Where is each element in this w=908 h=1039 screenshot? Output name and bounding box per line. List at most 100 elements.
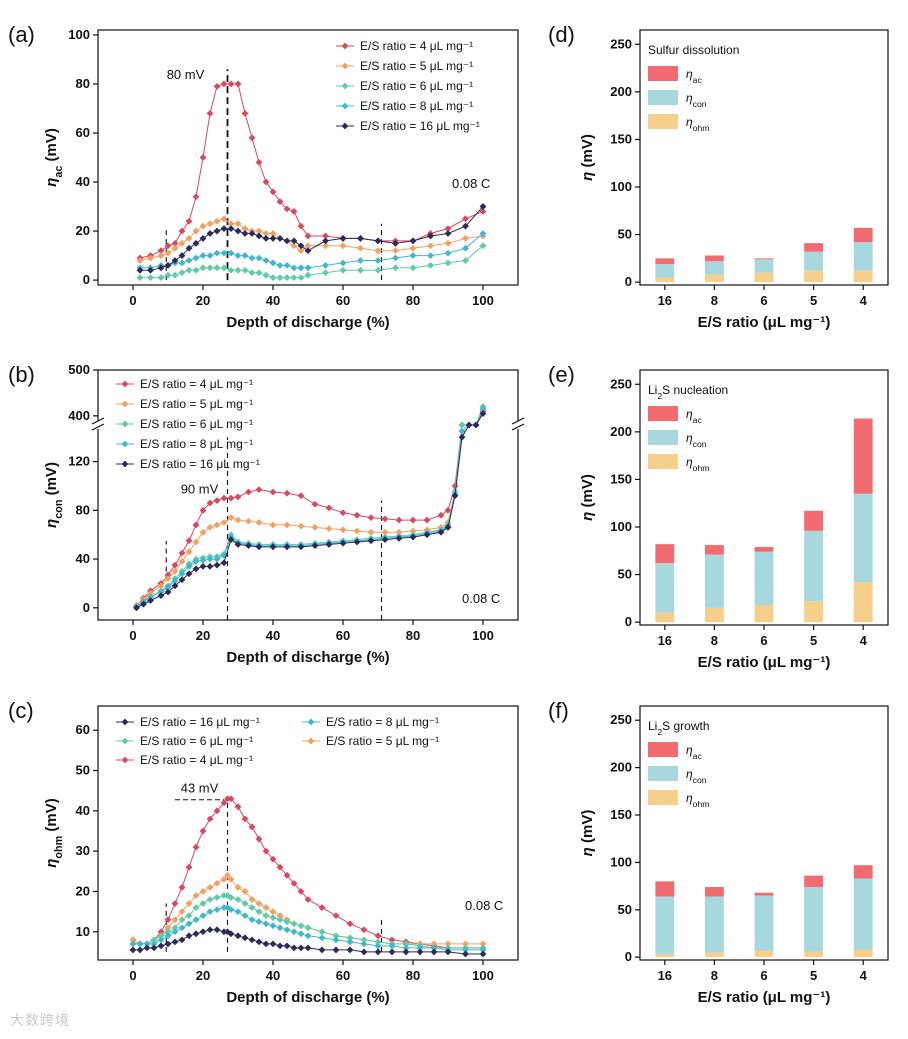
data-point xyxy=(206,252,214,259)
x-tick-label: 40 xyxy=(266,968,280,983)
data-point xyxy=(248,916,256,924)
data-point xyxy=(283,871,291,879)
data-point xyxy=(178,558,186,565)
bar-con xyxy=(804,887,824,952)
data-point xyxy=(213,906,221,914)
panel-e: 0 50 100 150 200 250 16 8 6 5 4 E/S ratio (μL mg⁻¹)… xyxy=(548,362,889,671)
legend-item: ηac xyxy=(648,406,702,425)
x-tick-label: 0 xyxy=(129,968,136,983)
data-point xyxy=(234,80,242,88)
data-point xyxy=(283,918,291,926)
data-point xyxy=(374,247,382,255)
data-point xyxy=(322,232,329,240)
x-tick-label: 100 xyxy=(472,968,494,983)
data-point xyxy=(276,924,284,932)
data-point xyxy=(171,561,179,569)
legend-item: E/S ratio = 6 μL mg⁻¹ xyxy=(116,417,253,431)
data-point xyxy=(227,906,235,914)
x-tick-label: 60 xyxy=(336,628,350,643)
y-tick-label: 250 xyxy=(610,376,632,391)
legend-label-part: con xyxy=(693,775,707,785)
data-point xyxy=(262,940,270,948)
legend-label-part: ac xyxy=(693,751,703,761)
bar-con xyxy=(704,554,724,608)
data-point xyxy=(325,504,333,512)
legend-swatch xyxy=(648,766,678,781)
bar-ac xyxy=(704,255,724,262)
data-point xyxy=(213,894,221,901)
bar-con xyxy=(754,551,774,606)
x-tick-label: 80 xyxy=(406,628,420,643)
y-axis-label-part: ohm xyxy=(53,836,65,859)
panel-c: 0 20 40 60 80 100 10 20 30 40 50 60 Depth of dischar… xyxy=(8,698,519,1006)
legend-swatch-marker xyxy=(121,400,129,408)
data-point xyxy=(276,912,284,920)
x-tick-label: 6 xyxy=(760,633,767,648)
data-point xyxy=(297,922,305,930)
bar-con xyxy=(655,563,675,613)
data-point xyxy=(227,930,235,938)
legend-swatch xyxy=(648,430,678,445)
y-tick-label: 40 xyxy=(76,174,90,189)
data-point xyxy=(241,225,249,233)
panel-f: 0 50 100 150 200 250 16 8 6 5 4 E/S ratio (μL mg⁻¹)… xyxy=(548,698,889,1006)
data-point xyxy=(234,227,242,235)
series-line xyxy=(133,895,483,949)
data-point xyxy=(140,600,147,608)
x-tick-label: 100 xyxy=(472,293,494,308)
bar-ohm xyxy=(655,612,675,623)
data-point xyxy=(318,928,326,936)
data-point xyxy=(339,259,347,267)
data-point xyxy=(185,920,193,928)
series xyxy=(133,410,487,612)
data-point xyxy=(392,264,399,272)
panel-label: (b) xyxy=(8,362,35,387)
data-point xyxy=(199,222,207,230)
data-point xyxy=(423,516,431,524)
data-point xyxy=(290,237,298,245)
axis-break-mark xyxy=(511,417,525,425)
legend-label: E/S ratio = 8 μL mg⁻¹ xyxy=(360,99,473,113)
y-tick-label: 150 xyxy=(610,807,632,822)
bar-ac xyxy=(804,243,824,252)
data-point xyxy=(192,843,200,851)
data-point xyxy=(462,215,469,223)
data-point xyxy=(269,908,277,916)
x-tick-label: 60 xyxy=(336,968,350,983)
panel-title-part: 2 xyxy=(657,727,662,737)
data-point xyxy=(164,249,172,257)
data-point xyxy=(171,577,179,585)
data-point xyxy=(458,421,466,429)
data-point xyxy=(157,932,165,940)
legend-swatch-marker xyxy=(121,737,129,745)
data-point xyxy=(224,795,231,803)
data-point xyxy=(283,274,291,282)
data-point xyxy=(444,249,452,257)
panel-title-part: Li xyxy=(648,719,657,733)
legend-item: E/S ratio = 5 μL mg⁻¹ xyxy=(302,734,439,748)
legend-item: ηohm xyxy=(648,790,709,809)
data-point xyxy=(360,940,368,948)
data-point xyxy=(255,269,263,277)
data-point xyxy=(427,252,434,259)
data-point xyxy=(388,942,396,950)
data-point xyxy=(392,254,399,262)
data-point xyxy=(325,541,333,548)
bar-con xyxy=(853,242,873,271)
bar-con xyxy=(655,896,675,955)
y-tick-label: 50 xyxy=(76,763,90,778)
y-tick-label: 20 xyxy=(76,223,90,238)
data-point xyxy=(262,230,270,237)
data-point xyxy=(220,215,228,223)
data-point xyxy=(171,257,179,264)
data-point xyxy=(402,944,410,952)
bar-con xyxy=(804,530,824,602)
panel-title-part: S nucleation xyxy=(662,383,728,397)
data-point xyxy=(213,82,221,90)
data-point xyxy=(220,892,228,899)
data-point xyxy=(185,548,193,556)
data-point xyxy=(409,533,417,541)
data-point xyxy=(206,499,214,507)
data-point xyxy=(227,494,235,502)
data-point xyxy=(234,220,242,228)
